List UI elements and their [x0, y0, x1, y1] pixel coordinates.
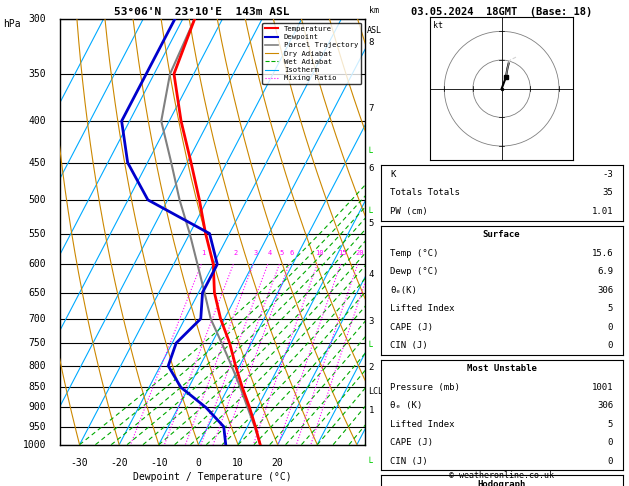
Text: 650: 650	[28, 288, 46, 297]
Text: CAPE (J): CAPE (J)	[390, 323, 433, 331]
Text: LCL: LCL	[369, 387, 384, 396]
Text: -30: -30	[70, 458, 89, 469]
Text: 53°06'N  23°10'E  143m ASL: 53°06'N 23°10'E 143m ASL	[113, 7, 289, 17]
Text: 950: 950	[28, 421, 46, 432]
Text: 10: 10	[232, 458, 244, 469]
Text: 800: 800	[28, 361, 46, 371]
Text: Surface: Surface	[483, 230, 520, 239]
Text: 0: 0	[608, 323, 613, 331]
Text: hPa: hPa	[3, 19, 21, 30]
Text: 550: 550	[28, 228, 46, 239]
Text: 1.01: 1.01	[591, 207, 613, 216]
Text: 35: 35	[603, 189, 613, 197]
Text: Lifted Index: Lifted Index	[390, 420, 455, 429]
Text: 0: 0	[608, 457, 613, 466]
Text: 5: 5	[279, 250, 284, 256]
Text: 900: 900	[28, 402, 46, 413]
Text: 5: 5	[608, 420, 613, 429]
Text: CAPE (J): CAPE (J)	[390, 438, 433, 447]
Text: 20: 20	[272, 458, 284, 469]
Text: 3: 3	[369, 317, 374, 326]
Text: 15: 15	[338, 250, 347, 256]
Text: └: └	[366, 148, 372, 158]
Text: 400: 400	[28, 116, 46, 126]
Text: θₑ(K): θₑ(K)	[390, 286, 417, 295]
Text: 15.6: 15.6	[591, 249, 613, 258]
Text: ASL: ASL	[367, 26, 381, 35]
Text: PW (cm): PW (cm)	[390, 207, 428, 216]
Text: 5: 5	[369, 219, 374, 227]
Text: 3: 3	[253, 250, 257, 256]
Text: 6: 6	[369, 164, 374, 173]
Text: 450: 450	[28, 157, 46, 168]
Text: 2: 2	[233, 250, 238, 256]
Text: Mixing Ratio (g/kg): Mixing Ratio (g/kg)	[385, 248, 394, 343]
Text: -10: -10	[150, 458, 167, 469]
Text: Temp (°C): Temp (°C)	[390, 249, 438, 258]
Text: 306: 306	[597, 401, 613, 410]
Text: 306: 306	[597, 286, 613, 295]
Text: └: └	[366, 208, 372, 218]
Text: 10: 10	[315, 250, 323, 256]
Text: km: km	[369, 6, 379, 15]
Text: 700: 700	[28, 313, 46, 324]
Text: 0: 0	[608, 341, 613, 350]
Text: Most Unstable: Most Unstable	[467, 364, 537, 373]
Text: 300: 300	[28, 15, 46, 24]
Text: 6.9: 6.9	[597, 267, 613, 276]
Text: 500: 500	[28, 195, 46, 205]
Text: └: └	[366, 342, 372, 352]
Text: └: └	[366, 458, 372, 468]
Text: θₑ (K): θₑ (K)	[390, 401, 423, 410]
Text: 750: 750	[28, 338, 46, 348]
Text: Dewpoint / Temperature (°C): Dewpoint / Temperature (°C)	[133, 472, 292, 482]
Text: -3: -3	[603, 170, 613, 179]
Text: 1: 1	[369, 406, 374, 415]
Text: 4: 4	[268, 250, 272, 256]
Text: Totals Totals: Totals Totals	[390, 189, 460, 197]
Text: Pressure (mb): Pressure (mb)	[390, 383, 460, 392]
Text: 2: 2	[369, 363, 374, 372]
Text: 0: 0	[608, 438, 613, 447]
Text: Dewp (°C): Dewp (°C)	[390, 267, 438, 276]
Text: 5: 5	[608, 304, 613, 313]
Text: Hodograph: Hodograph	[477, 480, 526, 486]
Text: 600: 600	[28, 259, 46, 269]
Text: 1001: 1001	[591, 383, 613, 392]
Text: 350: 350	[28, 69, 46, 79]
Text: 0: 0	[196, 458, 201, 469]
Text: 1: 1	[201, 250, 206, 256]
Text: 6: 6	[289, 250, 293, 256]
Text: 4: 4	[369, 270, 374, 278]
Text: CIN (J): CIN (J)	[390, 341, 428, 350]
Text: 03.05.2024  18GMT  (Base: 18): 03.05.2024 18GMT (Base: 18)	[411, 7, 593, 17]
Text: 8: 8	[369, 38, 374, 47]
Text: © weatheronline.co.uk: © weatheronline.co.uk	[449, 471, 554, 480]
Text: 850: 850	[28, 382, 46, 392]
Text: kt: kt	[433, 21, 443, 30]
Text: 7: 7	[369, 104, 374, 113]
Text: 20: 20	[355, 250, 364, 256]
Text: K: K	[390, 170, 396, 179]
Text: -20: -20	[110, 458, 128, 469]
Text: Lifted Index: Lifted Index	[390, 304, 455, 313]
Legend: Temperature, Dewpoint, Parcel Trajectory, Dry Adiabat, Wet Adiabat, Isotherm, Mi: Temperature, Dewpoint, Parcel Trajectory…	[262, 23, 361, 84]
Text: CIN (J): CIN (J)	[390, 457, 428, 466]
Text: 1000: 1000	[23, 440, 46, 450]
